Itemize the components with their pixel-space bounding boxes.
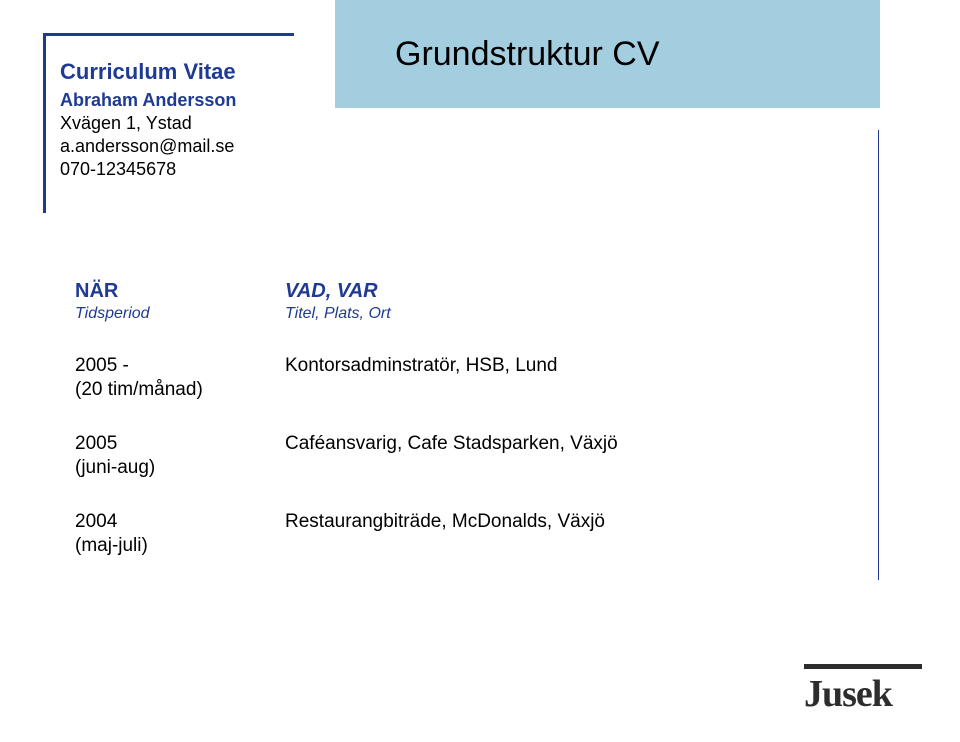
contact-name: Abraham Andersson: [60, 90, 320, 111]
entry-row: 2005 - (20 tim/månad) Kontorsadminstratö…: [75, 355, 835, 401]
contact-email: a.andersson@mail.se: [60, 136, 320, 157]
entry-period: 2004: [75, 511, 285, 533]
when-subheading: Tidsperiod: [75, 305, 285, 323]
entry-row: 2005 (juni-aug) Caféansvarig, Cafe Stads…: [75, 433, 835, 479]
cv-title: Curriculum Vitae: [60, 58, 320, 86]
jusek-logo: Jusek: [804, 664, 922, 712]
what-subheading: Titel, Plats, Ort: [285, 305, 835, 323]
entry-desc: Restaurangbiträde, McDonalds, Växjö: [285, 511, 835, 533]
entry-row: 2004 (maj-juli) Restaurangbiträde, McDon…: [75, 511, 835, 557]
right-divider: [878, 130, 879, 580]
contact-phone: 070-12345678: [60, 159, 320, 180]
entry-desc: Caféansvarig, Cafe Stadsparken, Växjö: [285, 433, 835, 455]
svg-text:Jusek: Jusek: [804, 673, 894, 712]
contact-address: Xvägen 1, Ystad: [60, 113, 320, 134]
banner-title: Grundstruktur CV: [395, 35, 660, 74]
entry-period: 2005 -: [75, 355, 285, 377]
entry-period: 2005: [75, 433, 285, 455]
content-columns: NÄR Tidsperiod VAD, VAR Titel, Plats, Or…: [75, 280, 835, 589]
what-heading: VAD, VAR: [285, 280, 835, 303]
header-row: NÄR Tidsperiod VAD, VAR Titel, Plats, Or…: [75, 280, 835, 323]
banner: Grundstruktur CV: [335, 0, 880, 108]
when-heading: NÄR: [75, 280, 285, 303]
top-rule: [43, 33, 294, 36]
entry-desc: Kontorsadminstratör, HSB, Lund: [285, 355, 835, 377]
entry-period-sub: (juni-aug): [75, 457, 285, 479]
entry-period-sub: (maj-juli): [75, 535, 285, 557]
left-rule: [43, 33, 46, 213]
contact-block: Curriculum Vitae Abraham Andersson Xväge…: [60, 58, 320, 180]
entry-period-sub: (20 tim/månad): [75, 379, 285, 401]
